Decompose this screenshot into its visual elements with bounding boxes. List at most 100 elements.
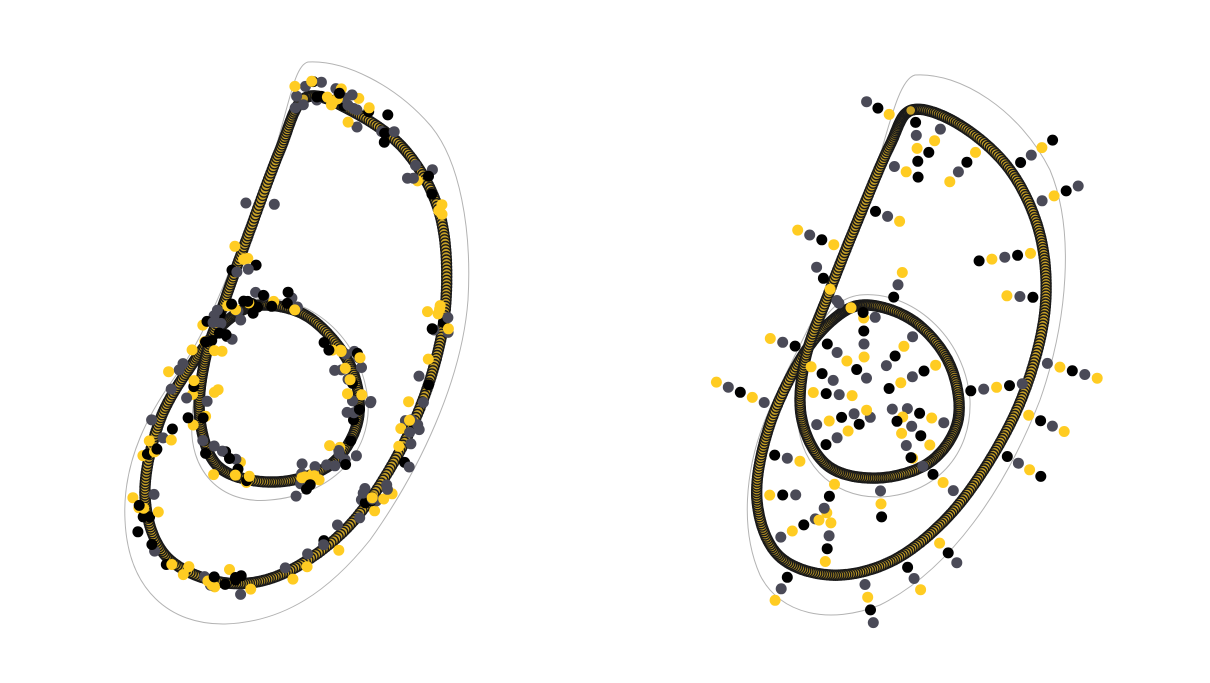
scatter-point [132, 526, 144, 538]
spoke-point [1046, 420, 1058, 432]
spoke-point [999, 251, 1011, 263]
spoke-point [817, 272, 829, 284]
scatter-point [364, 397, 376, 409]
spoke-point [894, 215, 906, 227]
scatter-point [333, 87, 345, 99]
spoke-point [858, 338, 870, 350]
scatter-point [381, 483, 393, 495]
spoke-point [1060, 185, 1072, 197]
scatter-point [231, 266, 243, 278]
spoke-point [823, 530, 835, 542]
spoke-point [1041, 357, 1053, 369]
spoke-point [1001, 451, 1013, 462]
scatter-point [266, 300, 278, 312]
spoke-point [914, 407, 926, 419]
spoke-point [875, 498, 887, 510]
spoke-point [858, 351, 870, 363]
scatter-point [289, 80, 301, 92]
spoke-point [1091, 372, 1103, 384]
scatter-point [403, 396, 415, 408]
spoke-point [1023, 409, 1035, 421]
spoke-point [769, 449, 781, 461]
scatter-point [410, 159, 421, 171]
spoke-point [818, 502, 830, 514]
spoke-point [900, 440, 912, 451]
scatter-point [329, 460, 341, 472]
scatter-point [216, 445, 228, 457]
spoke-point [861, 372, 872, 384]
spoke-point [1012, 457, 1024, 469]
spoke-point [841, 355, 853, 367]
scatter-point [321, 91, 333, 103]
scatter-point [188, 375, 200, 387]
scatter-point [238, 253, 250, 265]
left-points [127, 75, 454, 600]
spoke-point [905, 452, 917, 464]
scatter-point [345, 435, 357, 447]
scatter-point [417, 396, 429, 408]
spoke-point [862, 591, 874, 603]
scatter-point [235, 588, 247, 600]
scatter-point [344, 374, 356, 386]
scatter-point [413, 370, 425, 382]
scatter-point [165, 383, 177, 395]
scatter-point [378, 136, 390, 148]
scatter-point [182, 412, 194, 424]
scatter-point [304, 479, 316, 491]
spoke-point [908, 573, 920, 584]
spoke-point [827, 374, 839, 386]
spoke-point [910, 116, 922, 128]
spoke-point [1054, 361, 1066, 373]
spoke-point [944, 176, 956, 188]
scatter-point [379, 127, 391, 139]
spoke-point [792, 224, 804, 236]
spoke-point [991, 381, 1003, 393]
scatter-point [311, 91, 323, 103]
scatter-point [211, 304, 223, 316]
scatter-point [224, 564, 235, 575]
spoke-point [912, 155, 924, 167]
scatter-point [166, 559, 178, 570]
spoke-point [917, 460, 929, 472]
scatter-point [209, 345, 220, 357]
scatter-point [433, 205, 445, 217]
scatter-point [354, 352, 366, 364]
spoke-point [845, 302, 857, 314]
spoke-point [798, 519, 810, 531]
spoke-point [851, 364, 863, 375]
scatter-point [339, 362, 351, 374]
spoke-point [823, 490, 835, 502]
spoke-point [789, 340, 801, 352]
spoke-point [746, 391, 758, 403]
spoke-point [824, 283, 836, 295]
spoke-point [1047, 134, 1059, 146]
scatter-point [282, 286, 294, 298]
scatter-point [245, 583, 257, 595]
scatter-point [200, 336, 211, 348]
spoke-point [952, 166, 964, 178]
scatter-point [333, 544, 345, 556]
scatter-point [235, 314, 247, 326]
spoke-point [859, 579, 871, 590]
spoke-point [902, 561, 914, 573]
scatter-point [166, 423, 178, 435]
scatter-point [315, 76, 327, 88]
spoke-point [886, 403, 898, 415]
spoke-point [858, 325, 870, 337]
spoke-point [775, 531, 787, 543]
spoke-point [869, 311, 881, 323]
spoke-point [1072, 180, 1084, 192]
spoke-point [892, 279, 904, 291]
scatter-point [404, 414, 415, 426]
spoke-point [910, 129, 922, 141]
spoke-point [938, 417, 950, 429]
scatter-point [442, 323, 454, 335]
scatter-point [257, 289, 269, 301]
scatter-point [313, 474, 325, 486]
spoke-point [777, 489, 789, 501]
scatter-point [432, 308, 444, 320]
spoke-point [882, 210, 894, 222]
scatter-point [423, 379, 435, 391]
